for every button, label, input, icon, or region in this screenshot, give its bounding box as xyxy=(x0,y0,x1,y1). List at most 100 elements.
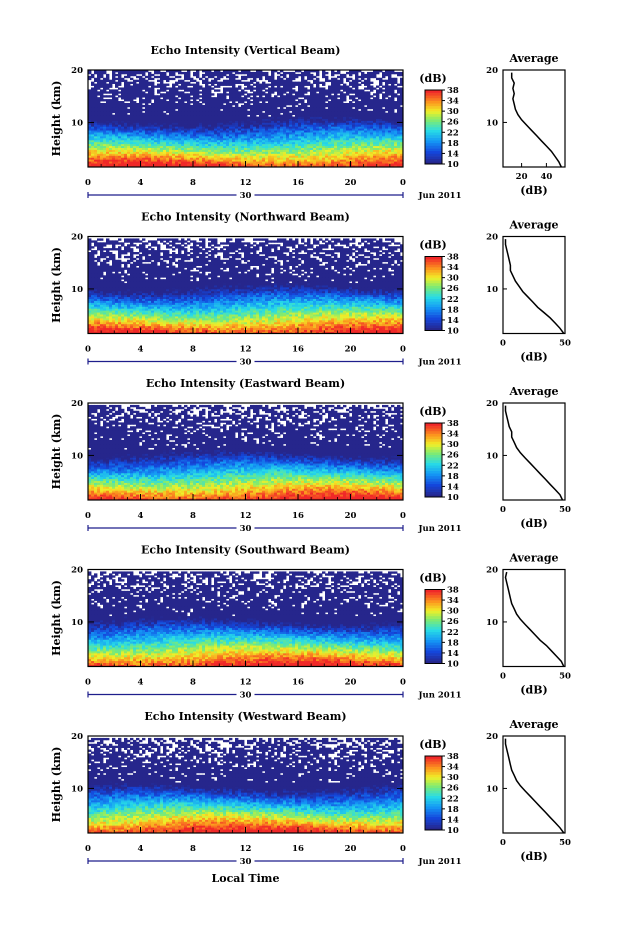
heatmap-cell xyxy=(259,103,262,105)
heatmap-cell xyxy=(277,72,280,74)
heatmap-cell xyxy=(253,72,256,74)
heatmap-cell xyxy=(310,84,313,86)
heatmap-cell xyxy=(223,105,226,107)
heatmap-cell xyxy=(256,82,259,84)
heatmap-cell xyxy=(235,87,238,89)
heatmap-cell xyxy=(127,82,130,84)
x-tick-label: 8 xyxy=(190,178,196,188)
heatmap-cell xyxy=(379,78,382,80)
heatmap-cell xyxy=(292,95,295,97)
average-x-label: (dB) xyxy=(520,184,547,197)
heatmap-cell xyxy=(346,72,349,74)
heatmap-cell xyxy=(115,78,118,80)
heatmap-cell xyxy=(289,107,292,109)
heatmap-cell xyxy=(166,91,169,93)
heatmap-cell xyxy=(265,84,268,86)
heatmap-cell xyxy=(124,76,127,78)
heatmap-cell xyxy=(220,82,223,84)
y-axis-label: Height (km) xyxy=(50,81,63,157)
heatmap-cell xyxy=(280,115,283,117)
heatmap-cell xyxy=(199,103,202,105)
heatmap-cell xyxy=(397,87,400,89)
heatmap-cell xyxy=(181,80,184,82)
heatmap-cell xyxy=(268,84,271,86)
average-profile-line xyxy=(512,73,562,167)
heatmap-cell xyxy=(382,72,385,74)
colorbar-segment xyxy=(425,95,442,98)
heatmap-cell xyxy=(295,74,298,76)
y-tick-label: 20 xyxy=(71,66,83,76)
heatmap-cell xyxy=(118,101,121,103)
heatmap-cell xyxy=(289,113,292,115)
heatmap-cell xyxy=(313,80,316,82)
heatmap-cell xyxy=(382,109,385,111)
heatmap-cell xyxy=(265,93,268,95)
heatmap-cell xyxy=(268,117,271,119)
heatmap-cell xyxy=(175,97,178,99)
heatmap-cell xyxy=(307,89,310,91)
heatmap-cell xyxy=(370,86,373,88)
colorbar-segment xyxy=(425,116,442,119)
heatmap-cell xyxy=(379,99,382,101)
heatmap-cell xyxy=(286,107,289,109)
heatmap-cell xyxy=(343,84,346,86)
heatmap-cell xyxy=(151,82,154,84)
heatmap-cell xyxy=(325,76,328,78)
heatmap-cell xyxy=(142,109,145,111)
heatmap-cell xyxy=(163,113,166,115)
heatmap-cell xyxy=(100,103,103,105)
heatmap-cell xyxy=(199,78,202,80)
heatmap-cell xyxy=(286,93,289,95)
heatmap-cell xyxy=(337,80,340,82)
heatmap-cell xyxy=(241,82,244,84)
heatmap-cell xyxy=(370,82,373,84)
colorbar-segment xyxy=(425,103,442,106)
heatmap-cell xyxy=(220,111,223,113)
heatmap-cell xyxy=(274,95,277,97)
heatmap-cell xyxy=(226,93,229,95)
heatmap-cell xyxy=(220,72,223,74)
heatmap-cell xyxy=(241,97,244,99)
colorbar-segment xyxy=(425,122,442,125)
colorbar-tick-label: 38 xyxy=(447,86,459,96)
heatmap-cell xyxy=(244,91,247,93)
heatmap-cell xyxy=(328,86,331,88)
heatmap-cell xyxy=(343,93,346,95)
heatmap-cell xyxy=(352,103,355,105)
heatmap-cell xyxy=(157,84,160,86)
heatmap-cell xyxy=(154,76,157,78)
heatmap-cell xyxy=(250,105,253,107)
heatmap-cell xyxy=(325,89,328,91)
heatmap-cell xyxy=(394,78,397,80)
colorbar-segment xyxy=(425,132,442,135)
heatmap-cell xyxy=(262,97,265,99)
heatmap-cell xyxy=(280,78,283,80)
heatmap-cell xyxy=(358,101,361,103)
heatmap-cell xyxy=(250,97,253,99)
colorbar-segment xyxy=(425,153,442,156)
heatmap-cell xyxy=(349,95,352,97)
heatmap-cell xyxy=(166,115,169,117)
average-y-tick-label: 20 xyxy=(486,66,498,76)
heatmap-cell xyxy=(127,115,130,117)
heatmap-cell xyxy=(250,80,253,82)
heatmap-cell xyxy=(187,93,190,95)
heatmap-cell xyxy=(202,80,205,82)
heatmap-cell xyxy=(97,97,100,99)
heatmap-cell xyxy=(313,87,316,89)
heatmap-cell xyxy=(346,78,349,80)
heatmap-cell xyxy=(124,103,127,105)
heatmap-cell xyxy=(178,86,181,88)
heatmap-cell xyxy=(217,82,220,84)
heatmap-cell xyxy=(184,72,187,74)
heatmap-cell xyxy=(148,105,151,107)
heatmap-cell xyxy=(373,87,376,89)
heatmap-cell xyxy=(112,89,115,91)
heatmap-cell xyxy=(337,95,340,97)
heatmap-cell xyxy=(217,89,220,91)
heatmap-cell xyxy=(331,95,334,97)
heatmap-cell xyxy=(175,82,178,84)
heatmap-cell xyxy=(112,115,115,117)
heatmap-cell xyxy=(367,91,370,93)
average-frame xyxy=(503,70,565,167)
